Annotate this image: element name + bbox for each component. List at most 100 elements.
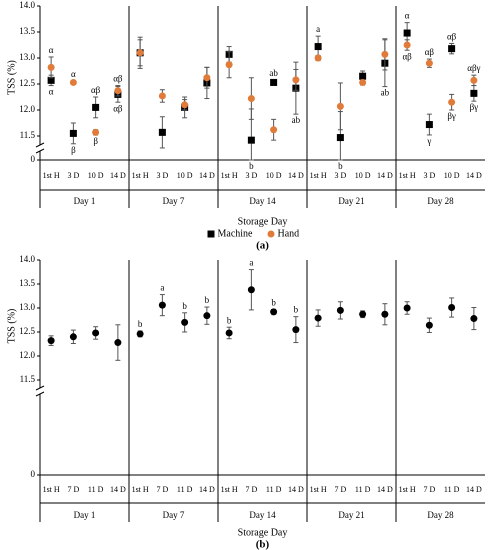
point <box>158 92 166 100</box>
significance-label: βγ <box>447 111 456 121</box>
y-tick-label: 13.0 <box>19 302 35 312</box>
significance-label: α <box>49 87 54 97</box>
group-label: Day 21 <box>338 196 364 206</box>
x-tick-label: 7 D <box>67 485 79 494</box>
point <box>69 129 77 137</box>
significance-label: α <box>405 11 410 21</box>
point <box>336 306 344 314</box>
significance-label: α <box>49 45 54 55</box>
significance-label: ab <box>269 68 278 78</box>
point <box>114 87 122 95</box>
y-tick-label: 12.5 <box>19 78 35 88</box>
y-tick-label: 14.0 <box>19 0 35 10</box>
group-label: Day 14 <box>249 510 276 520</box>
y-tick-label: 11.5 <box>20 130 36 140</box>
point <box>470 89 478 97</box>
x-tick-label: 11 D <box>444 485 460 494</box>
y-tick-label: 12.5 <box>19 326 35 336</box>
significance-label: αβγ <box>467 63 480 73</box>
point <box>270 78 278 86</box>
y-tick-label: 12.0 <box>19 104 35 114</box>
point <box>92 128 100 136</box>
point <box>225 329 233 337</box>
panel-label: (b) <box>256 539 270 550</box>
y-tick-label: 13.5 <box>19 26 35 36</box>
point <box>136 49 144 57</box>
point <box>336 134 344 142</box>
point <box>448 98 456 106</box>
x-tick-label: 1st H <box>221 171 238 180</box>
group-label: Day 28 <box>427 510 454 520</box>
significance-label: a <box>316 24 320 34</box>
significance-label: αβ <box>113 74 123 84</box>
y-tick-label: 0 <box>31 154 36 164</box>
legend-label: Hand <box>278 228 300 239</box>
x-tick-label: 14 D <box>466 485 482 494</box>
y-tick-label: 13.5 <box>19 278 35 288</box>
point <box>203 312 211 320</box>
point <box>425 121 433 129</box>
x-tick-label: 10 D <box>444 171 460 180</box>
x-tick-label: 3 D <box>67 171 79 180</box>
point <box>225 61 233 69</box>
point <box>403 29 411 37</box>
x-tick-label: 10 D <box>177 171 193 180</box>
x-tick-label: 3 D <box>334 171 346 180</box>
point <box>158 301 166 309</box>
significance-label: b <box>182 301 187 311</box>
significance-label: ab <box>381 88 390 98</box>
y-tick-label: 0 <box>31 469 36 479</box>
x-tick-label: 14 D <box>110 485 126 494</box>
group-label: Day 7 <box>163 510 185 520</box>
point <box>92 329 100 337</box>
significance-label: αβ <box>425 47 435 57</box>
point <box>314 43 322 51</box>
point <box>181 101 189 109</box>
point <box>292 76 300 84</box>
x-tick-label: 1st H <box>43 171 60 180</box>
point <box>403 41 411 49</box>
significance-label: β <box>71 145 76 155</box>
significance-label: αβ <box>91 85 101 95</box>
y-tick-label: 11.5 <box>20 374 36 384</box>
significance-label: αβ <box>402 51 412 61</box>
x-axis-title: Storage Day <box>238 527 288 538</box>
point <box>359 310 367 318</box>
point <box>270 126 278 134</box>
point <box>247 286 255 294</box>
significance-label: αβ <box>447 32 457 42</box>
significance-label: αβ <box>113 103 123 113</box>
point <box>92 103 100 111</box>
point <box>181 318 189 326</box>
point <box>69 78 77 86</box>
significance-label: b <box>249 161 254 171</box>
x-tick-label: 11 D <box>266 485 282 494</box>
x-tick-label: 1st H <box>132 485 149 494</box>
point <box>270 308 278 316</box>
point <box>292 326 300 334</box>
x-tick-label: 10 D <box>88 171 104 180</box>
x-tick-label: 14 D <box>288 171 304 180</box>
x-tick-label: 14 D <box>377 485 393 494</box>
y-tick-label: 14.0 <box>19 254 35 264</box>
point <box>247 136 255 144</box>
x-tick-label: 3 D <box>423 171 435 180</box>
x-tick-label: 1st H <box>43 485 60 494</box>
point <box>314 314 322 322</box>
group-label: Day 1 <box>74 196 96 206</box>
y-tick-label: 13.0 <box>19 52 35 62</box>
point <box>203 74 211 82</box>
legend-label: Machine <box>218 228 254 239</box>
x-tick-label: 7 D <box>423 485 435 494</box>
x-tick-label: 14 D <box>110 171 126 180</box>
y-axis-title: TSS (%) <box>6 309 17 344</box>
x-tick-label: 7 D <box>245 485 257 494</box>
x-tick-label: 1st H <box>132 171 149 180</box>
x-tick-label: 7 D <box>334 485 346 494</box>
point <box>448 45 456 53</box>
x-tick-label: 1st H <box>310 171 327 180</box>
significance-label: β <box>93 136 98 146</box>
point <box>381 50 389 58</box>
point <box>47 337 55 345</box>
point <box>448 304 456 312</box>
